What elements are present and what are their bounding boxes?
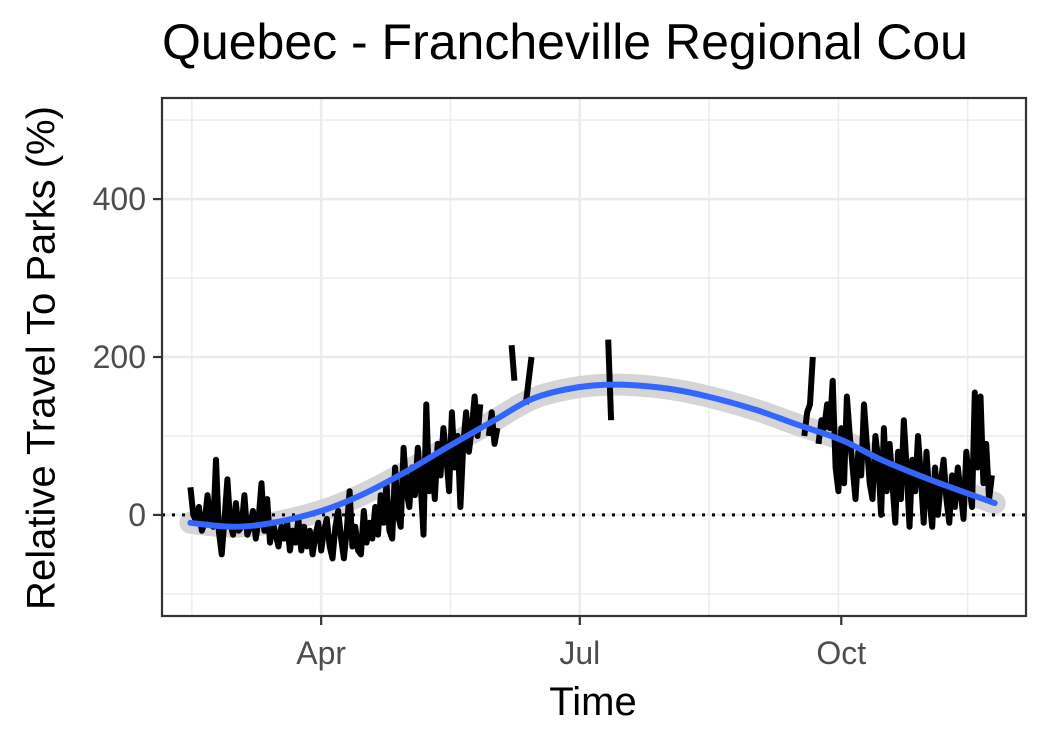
x-axis-label: Time (549, 680, 637, 724)
x-tick-label: Oct (816, 635, 866, 671)
data-line-segment (801, 356, 816, 437)
y-tick-label: 400 (93, 181, 146, 217)
x-tick-label: Jul (559, 635, 600, 671)
data-line-segment (815, 377, 995, 530)
y-tick-label: 200 (93, 339, 146, 375)
x-tick-label: Apr (296, 635, 346, 671)
smoothed-trend-line (187, 381, 998, 530)
trend-lines (187, 381, 998, 530)
axis-ticks: 0 200 400 Apr Jul Oct (93, 181, 867, 671)
data-line-segment (522, 356, 535, 405)
y-tick-label: 0 (128, 497, 146, 533)
data-line-segment (605, 339, 615, 421)
data-line-segment (508, 344, 518, 381)
chart-title: Quebec - Francheville Regional Cou (162, 14, 968, 70)
